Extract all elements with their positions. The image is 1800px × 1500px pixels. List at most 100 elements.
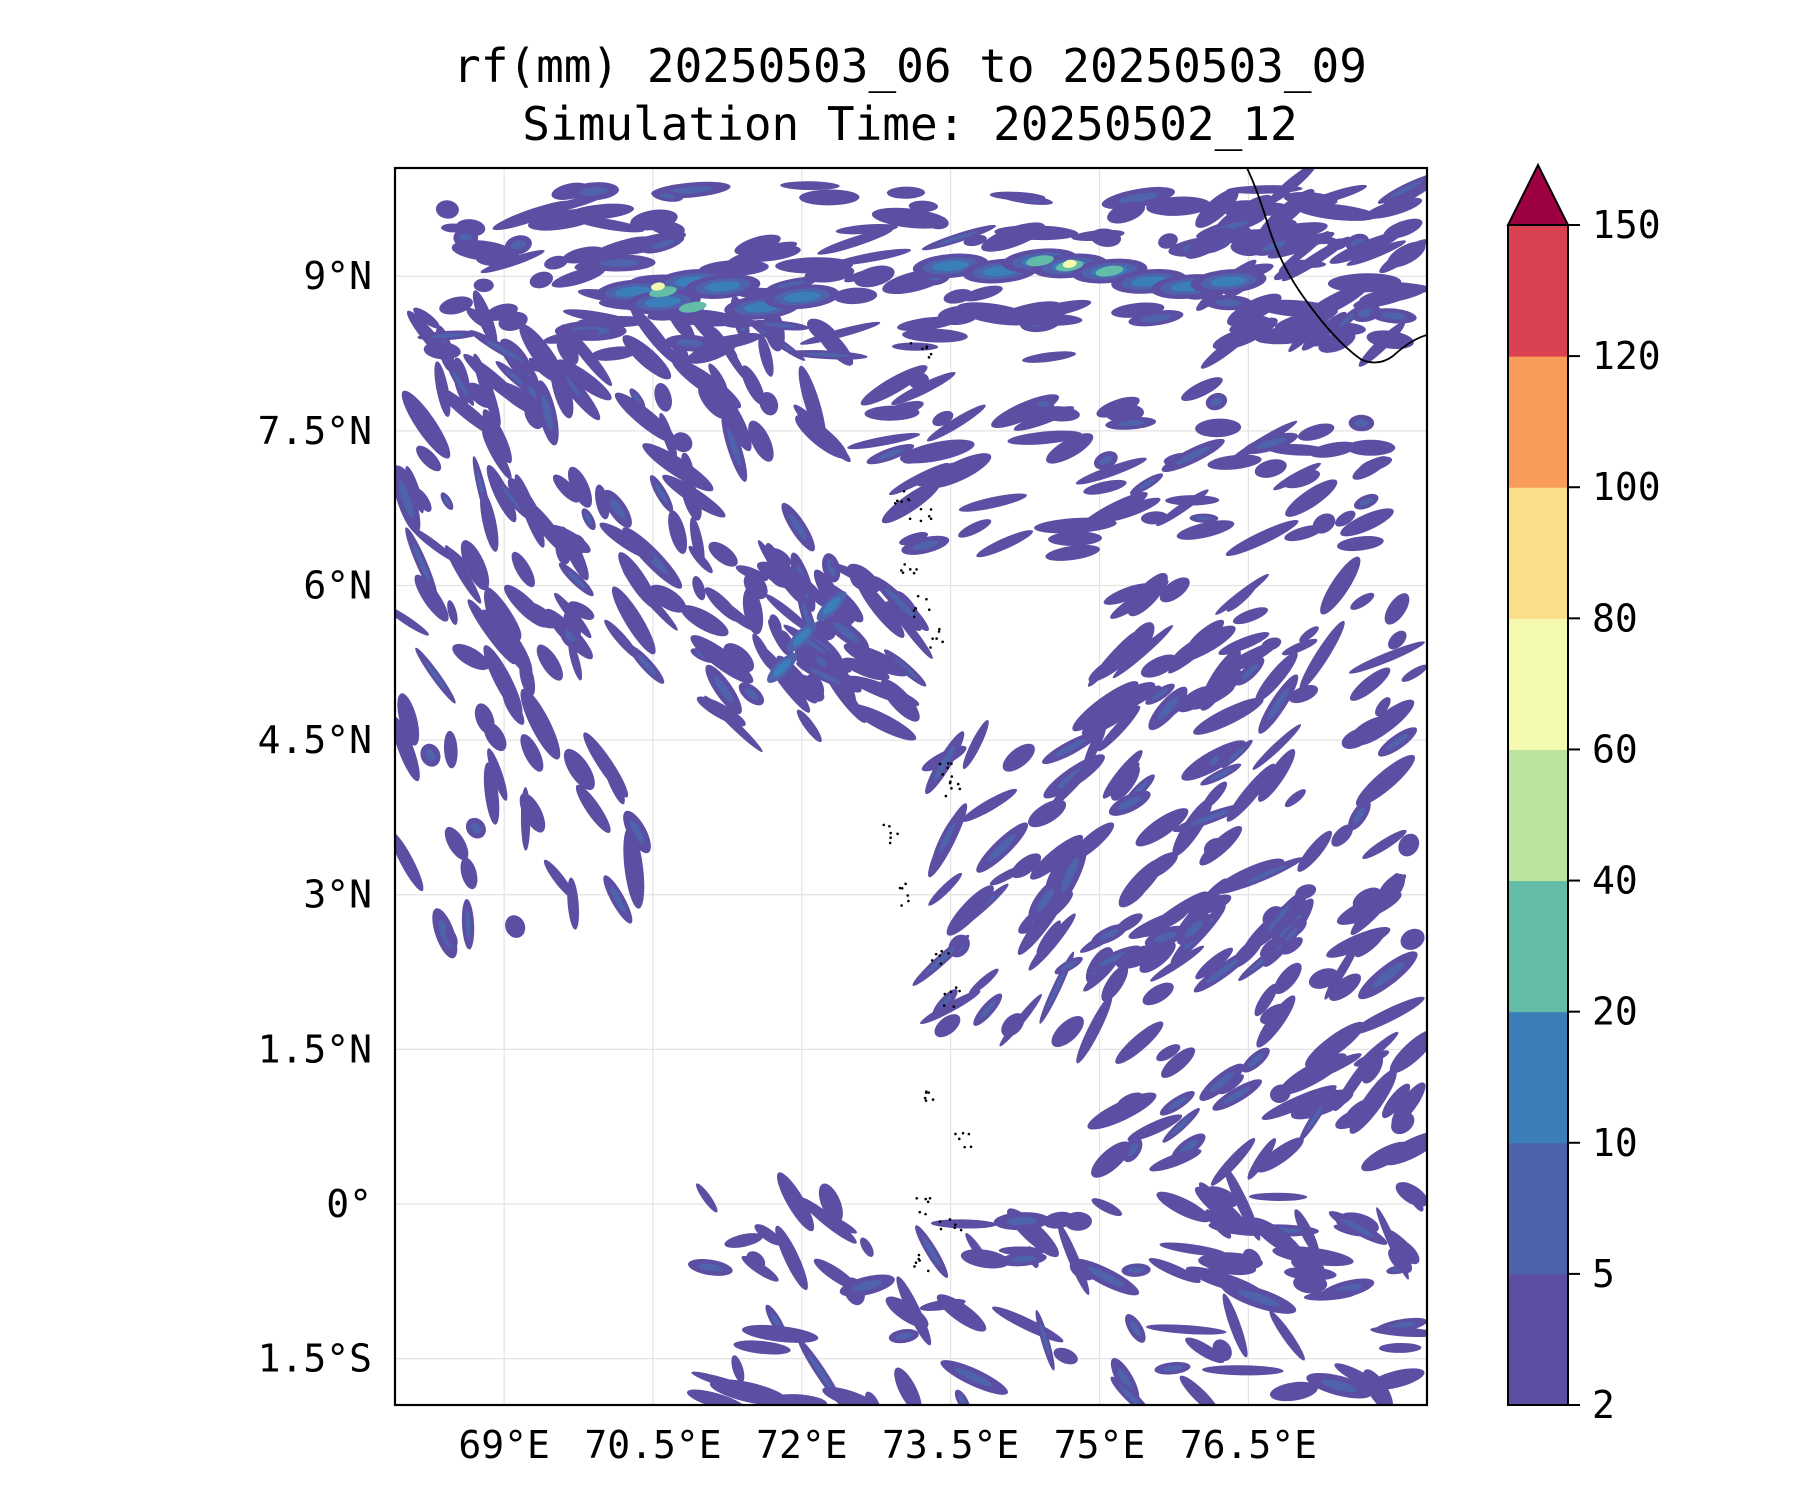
island-dot <box>908 568 912 571</box>
rain-cell <box>1395 1182 1427 1207</box>
island-dot <box>919 519 923 523</box>
rain-cell <box>1252 724 1302 770</box>
rain-cell <box>601 753 625 805</box>
rain-cell <box>1158 233 1178 249</box>
island-dot <box>904 882 907 886</box>
rain-cell <box>470 822 481 834</box>
island-dot <box>888 824 891 828</box>
rain-cell <box>1142 852 1178 880</box>
island-dot <box>918 1259 921 1262</box>
rain-cell <box>698 385 727 419</box>
rain-cell <box>696 696 746 727</box>
rain-cell <box>789 513 808 541</box>
rain-cell <box>698 1263 723 1272</box>
rain-cell <box>1028 799 1067 828</box>
island-dot <box>915 568 918 571</box>
rain-cell <box>734 234 781 255</box>
rain-cell <box>932 260 969 272</box>
rain-cell <box>1119 1385 1142 1405</box>
rain-cell <box>1254 459 1287 478</box>
rain-cell <box>520 734 544 772</box>
rain-cell <box>1312 513 1336 534</box>
rain-cell <box>938 230 980 245</box>
colorbar-segment <box>1508 225 1568 357</box>
rain-cell <box>1209 1072 1234 1093</box>
island-dot <box>958 989 961 993</box>
rain-cell <box>833 287 878 305</box>
rain-cell <box>1195 188 1239 228</box>
island-dot <box>928 1197 932 1200</box>
lat-tick-label: 9°N <box>303 254 372 298</box>
rain-cell <box>655 483 668 505</box>
rain-cell <box>1127 1143 1138 1157</box>
rain-cell <box>1329 231 1402 264</box>
rain-cell <box>1249 1192 1308 1201</box>
rain-cell <box>1210 397 1223 406</box>
rain-cell <box>1389 1029 1427 1074</box>
rain-cell <box>467 599 516 665</box>
rain-cell <box>847 432 921 450</box>
rain-cell <box>1116 420 1145 427</box>
rain-cell <box>713 675 734 703</box>
rain-cell <box>563 309 633 325</box>
rain-cell <box>1267 904 1290 932</box>
rain-cell <box>1202 781 1228 809</box>
island-dot <box>927 514 931 518</box>
rain-cell <box>654 382 672 412</box>
rain-cell <box>860 1237 874 1257</box>
rain-cell <box>1010 1255 1037 1263</box>
rain-cell <box>1088 651 1132 682</box>
rain-cell <box>1101 965 1129 1002</box>
rain-cell <box>860 365 928 406</box>
rain-cell <box>1091 1198 1123 1217</box>
rain-cell <box>695 1183 718 1213</box>
rain-cell <box>1349 667 1391 701</box>
rain-cell <box>1207 1258 1257 1276</box>
rain-cell <box>765 594 814 634</box>
rain-cell <box>760 646 811 713</box>
rain-cell <box>1127 572 1168 617</box>
rain-cell <box>1037 401 1050 408</box>
island-dot <box>939 962 943 965</box>
rain-cell <box>817 228 894 255</box>
island-dot <box>908 517 912 521</box>
rain-cell <box>1087 1092 1157 1130</box>
rain-cell <box>816 656 827 668</box>
rain-cell <box>1060 960 1077 971</box>
island-dot <box>935 637 938 640</box>
rain-cell <box>447 600 458 625</box>
rain-cell <box>1017 892 1066 955</box>
rain-cell <box>946 885 994 936</box>
rain-cell <box>1380 312 1407 320</box>
rain-cell <box>1048 531 1103 546</box>
rain-cell <box>1293 1273 1328 1294</box>
rain-cell <box>458 233 473 242</box>
rain-cell <box>1281 236 1350 282</box>
rain-cell <box>1305 1021 1365 1068</box>
rain-cell <box>1177 686 1213 713</box>
rain-cell <box>1156 1044 1181 1062</box>
rain-cell <box>805 352 850 358</box>
rain-cell <box>864 405 920 421</box>
island-dot <box>927 1091 930 1094</box>
island-dot <box>913 1265 916 1268</box>
rain-cell <box>1380 177 1427 211</box>
island-dot <box>906 894 910 897</box>
rain-cell <box>1284 525 1323 542</box>
rain-cell <box>1159 577 1190 603</box>
island-dot <box>921 347 924 351</box>
rain-cell <box>1355 754 1416 807</box>
rain-cell <box>1189 810 1230 826</box>
rain-cell <box>727 428 742 467</box>
colorbar: 2 5 10 20 40 60 80 100 120 150 <box>1506 162 1661 1427</box>
rain-cell <box>1140 654 1178 678</box>
rain-cell <box>1223 1086 1251 1104</box>
rain-cell <box>1362 829 1407 860</box>
rain-cell <box>1176 520 1235 540</box>
rain-cell <box>480 250 545 274</box>
island-dot <box>925 346 928 350</box>
rain-cell <box>1324 940 1361 1000</box>
rain-cell <box>1301 311 1347 351</box>
island-dot <box>917 1253 921 1257</box>
rain-cell <box>1284 789 1306 808</box>
